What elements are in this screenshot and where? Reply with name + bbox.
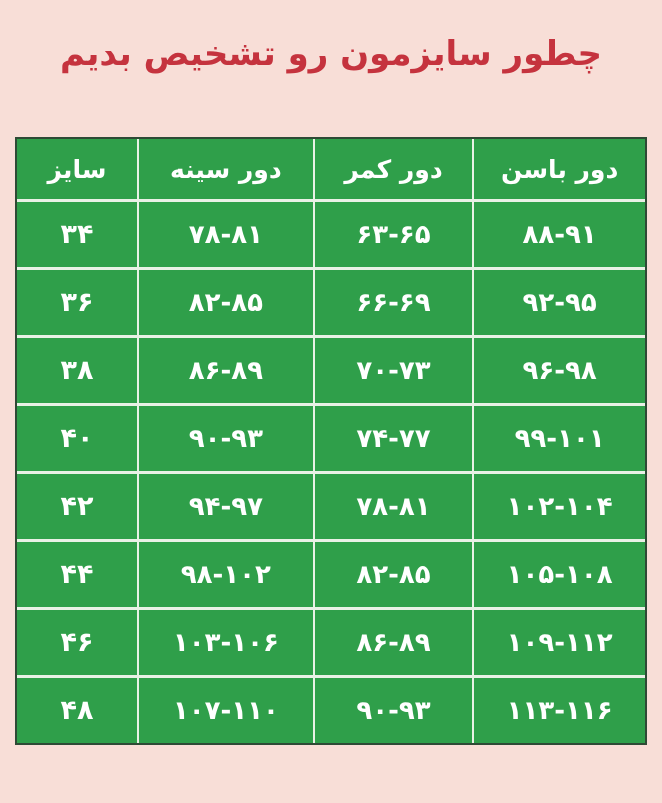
cell-waist: ۹۰-۹۳ bbox=[312, 678, 473, 744]
table-row: ۴۴ ۹۸-۱۰۲ ۸۲-۸۵ ۱۰۵-۱۰۸ bbox=[17, 542, 645, 611]
cell-chest: ۹۴-۹۷ bbox=[136, 474, 313, 543]
table-row: ۳۸ ۸۶-۸۹ ۷۰-۷۳ ۹۶-۹۸ bbox=[17, 338, 645, 407]
page-title: چطور سایزمون رو تشخیص بدیم bbox=[59, 34, 603, 74]
cell-chest: ۱۰۳-۱۰۶ bbox=[136, 610, 313, 679]
cell-hip: ۹۲-۹۵ bbox=[472, 270, 645, 339]
cell-waist: ۷۴-۷۷ bbox=[312, 406, 473, 475]
cell-chest: ۱۰۷-۱۱۰ bbox=[136, 678, 313, 744]
cell-hip: ۱۰۵-۱۰۸ bbox=[472, 542, 645, 611]
cell-hip: ۹۶-۹۸ bbox=[472, 338, 645, 407]
cell-waist: ۶۳-۶۵ bbox=[312, 202, 473, 271]
table-row: ۴۲ ۹۴-۹۷ ۷۸-۸۱ ۱۰۲-۱۰۴ bbox=[17, 474, 645, 543]
header-row: سایز دور سینه دور کمر دور باسن bbox=[17, 139, 645, 203]
cell-hip: ۸۸-۹۱ bbox=[472, 202, 645, 271]
cell-hip: ۱۰۲-۱۰۴ bbox=[472, 474, 645, 543]
size-chart-container: سایز دور سینه دور کمر دور باسن ۳۴ ۷۸-۸۱ … bbox=[0, 79, 662, 746]
cell-waist: ۷۸-۸۱ bbox=[312, 474, 473, 543]
cell-size: ۳۸ bbox=[17, 338, 137, 407]
table-row: ۳۴ ۷۸-۸۱ ۶۳-۶۵ ۸۸-۹۱ bbox=[17, 202, 645, 271]
table-row: ۴۸ ۱۰۷-۱۱۰ ۹۰-۹۳ ۱۱۳-۱۱۶ bbox=[17, 678, 645, 744]
cell-size: ۳۴ bbox=[17, 202, 137, 271]
header-cell-waist: دور کمر bbox=[312, 139, 473, 203]
cell-waist: ۸۲-۸۵ bbox=[312, 542, 473, 611]
cell-hip: ۱۰۹-۱۱۲ bbox=[472, 610, 645, 679]
cell-size: ۴۰ bbox=[17, 406, 137, 475]
cell-size: ۴۴ bbox=[17, 542, 137, 611]
cell-size: ۴۸ bbox=[60, 695, 94, 727]
cell-chest: ۸۶-۸۹ bbox=[136, 338, 313, 407]
cell-hip: ۱۱۳-۱۱۶ bbox=[472, 678, 645, 744]
header-cell-chest: دور سینه bbox=[136, 139, 313, 203]
cell-chest: ۷۸-۸۱ bbox=[136, 202, 313, 271]
cell-size: ۴۲ bbox=[17, 474, 137, 543]
table-row: ۴۰ ۹۰-۹۳ ۷۴-۷۷ ۹۹-۱۰۱ bbox=[17, 406, 645, 475]
cell-size: ۳۶ bbox=[17, 270, 137, 339]
cell-hip: ۹۹-۱۰۱ bbox=[472, 406, 645, 475]
cell-chest: ۸۲-۸۵ bbox=[136, 270, 313, 339]
cell-waist: ۸۶-۸۹ bbox=[312, 610, 473, 679]
header-cell-hip: دور باسن bbox=[472, 139, 645, 203]
size-guide-page: { "page": { "background": "#f8ded7" }, "… bbox=[0, 30, 662, 803]
cell-size: ۴۶ bbox=[17, 610, 137, 679]
cell-waist: ۶۶-۶۹ bbox=[312, 270, 473, 339]
table-row: ۴۶ ۱۰۳-۱۰۶ ۸۶-۸۹ ۱۰۹-۱۱۲ bbox=[17, 610, 645, 679]
cell-chest: ۹۸-۱۰۲ bbox=[136, 542, 313, 611]
header-cell-size: سایز bbox=[17, 139, 137, 203]
size-chart-table: سایز دور سینه دور کمر دور باسن ۳۴ ۷۸-۸۱ … bbox=[15, 137, 647, 746]
cell-chest: ۹۰-۹۳ bbox=[136, 406, 313, 475]
cell-waist: ۷۰-۷۳ bbox=[312, 338, 473, 407]
table-row: ۳۶ ۸۲-۸۵ ۶۶-۶۹ ۹۲-۹۵ bbox=[17, 270, 645, 339]
